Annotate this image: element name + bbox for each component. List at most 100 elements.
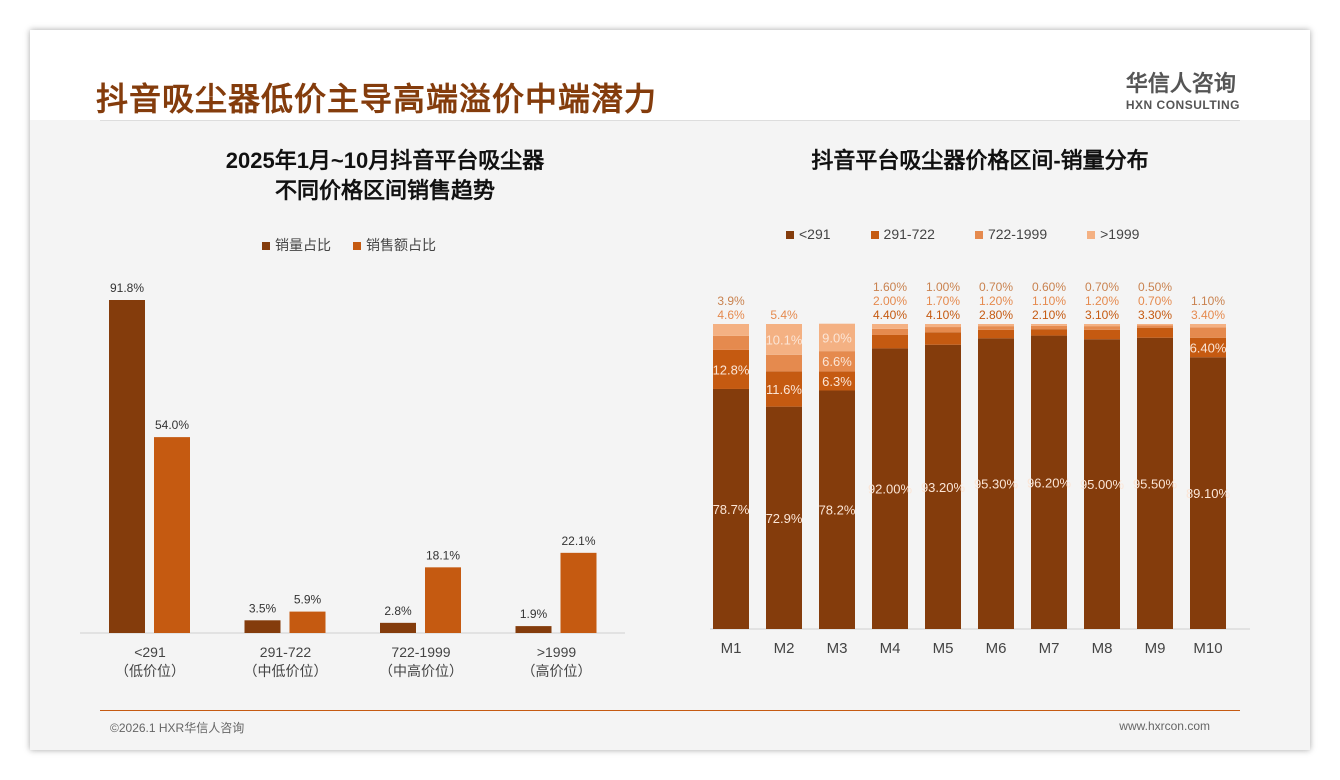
data-label: 0.70%: [1085, 280, 1119, 294]
stacked-bar-segment: [925, 332, 961, 345]
x-tick-sublabel: （低价位）: [115, 663, 185, 679]
legend-label: <291: [799, 226, 831, 242]
bar: [289, 611, 326, 633]
data-label: 96.20%: [1027, 475, 1072, 490]
bar: [154, 437, 190, 633]
data-label: 3.9%: [717, 294, 745, 308]
stacked-bar-segment: [1137, 325, 1173, 328]
x-tick-sublabel: （高价位）: [522, 663, 592, 679]
data-label: 22.1%: [561, 534, 595, 548]
legend-item: >1999: [1087, 226, 1139, 242]
x-tick-label: M3: [827, 640, 848, 657]
stacked-bar-segment: [819, 351, 855, 372]
data-label: 0.50%: [1138, 280, 1172, 294]
legend-label: 722-1999: [987, 226, 1048, 242]
x-tick-label: M1: [721, 640, 742, 657]
stacked-bar-segment: [819, 390, 855, 629]
stacked-bar-segment: [872, 324, 908, 329]
legend-item: 291-722: [870, 226, 935, 242]
stacked-bar-segment: [1031, 324, 1067, 326]
charts-canvas: 91.8% 54.0% <291 （低价位） 3.5% 5.9% 291-722 （中低价位）…: [80, 280, 1250, 679]
data-label: 78.7%: [713, 502, 750, 517]
x-tick-sublabel: （中低价位）: [244, 663, 328, 679]
stacked-bar-segment: [978, 329, 1014, 339]
data-label: 89.10%: [1186, 486, 1231, 501]
data-label: 4.6%: [717, 308, 745, 322]
legend-label: >1999: [1100, 226, 1140, 242]
data-label: 1.20%: [1085, 294, 1119, 308]
data-label: 1.20%: [979, 294, 1013, 308]
slide: 抖音吸尘器低价主导高端溢价中端潜力 华信人咨询 HXN CONSULTING 2…: [30, 30, 1310, 750]
x-tick-label: M10: [1193, 640, 1222, 657]
stacked-bar-segment: [766, 354, 802, 372]
bar: [425, 567, 461, 633]
stacked-bar-segment: [1084, 329, 1120, 340]
legend-swatch: [262, 242, 270, 250]
x-tick-label: M6: [986, 640, 1007, 657]
legend-label: 销售额占比: [366, 237, 436, 253]
bar: [244, 620, 281, 633]
data-label: 10.1%: [766, 332, 803, 347]
data-label: 11.6%: [766, 382, 802, 397]
legend-item: 销量占比: [262, 235, 331, 255]
data-label: 1.10%: [1032, 294, 1066, 308]
data-label: 9.0%: [822, 330, 852, 345]
stacked-bar-segment: [1190, 337, 1226, 358]
x-tick-sublabel: （中高价位）: [379, 663, 463, 679]
legend-label: 291-722: [883, 226, 935, 242]
stacked-bar-segment: [819, 323, 855, 352]
stacked-bar-segment: [1137, 324, 1173, 326]
website: www.hxrcon.com: [1119, 719, 1210, 733]
legend-swatch: [786, 231, 794, 239]
stacked-bar-segment: [1031, 335, 1067, 629]
legend-swatch: [353, 242, 361, 250]
stacked-bar-segment: [766, 371, 802, 407]
stacked-bar-segment: [872, 334, 908, 349]
x-tick-label: M9: [1145, 640, 1166, 657]
stacked-bar-segment: [713, 388, 749, 629]
data-label: 6.6%: [822, 354, 852, 369]
x-tick-label: M4: [880, 640, 901, 657]
header-band: [30, 30, 1310, 120]
data-label: 6.3%: [822, 374, 852, 389]
data-label: 95.00%: [1080, 477, 1125, 492]
stacked-bar-segment: [925, 324, 961, 328]
logo-cn: 华信人咨询: [1125, 71, 1236, 96]
x-tick-label: M8: [1092, 640, 1113, 657]
data-label: 2.80%: [979, 308, 1013, 322]
stacked-bar-segment: [713, 335, 749, 350]
data-label: 3.10%: [1085, 308, 1119, 322]
x-tick-label: 291-722: [260, 644, 312, 660]
left-title-line2: 不同价格区间销售趋势: [274, 178, 495, 203]
stacked-bar-segment: [819, 371, 855, 391]
data-label: 78.2%: [819, 503, 856, 518]
bar: [515, 626, 552, 633]
data-label: 4.40%: [873, 308, 907, 322]
data-label: 1.70%: [926, 294, 960, 308]
stacked-bar-segment: [978, 324, 1014, 327]
data-label: 0.70%: [1138, 294, 1172, 308]
stacked-bar-segment: [872, 328, 908, 335]
x-tick-label: M5: [933, 640, 954, 657]
stacked-bar-segment: [978, 338, 1014, 629]
legend-label: 销量占比: [275, 237, 331, 253]
logo-en: HXN CONSULTING: [1125, 98, 1240, 112]
stacked-bar-segment: [1137, 337, 1173, 629]
data-label: 18.1%: [426, 548, 460, 562]
stacked-bar-segment: [1084, 339, 1120, 629]
stacked-bar-segment: [1190, 357, 1226, 629]
data-label: 4.10%: [926, 308, 960, 322]
data-label: 1.00%: [926, 280, 960, 294]
stacked-bar-segment: [1084, 326, 1120, 330]
x-tick-label: M7: [1039, 640, 1060, 657]
left-chart-title: 2025年1月~10月抖音平台吸尘器 不同价格区间销售趋势: [100, 146, 670, 206]
divider: [100, 120, 1240, 121]
stacked-bar-segment: [925, 344, 961, 629]
x-tick-label: <291: [134, 644, 166, 660]
data-label: 0.60%: [1032, 280, 1066, 294]
left-title-line1: 2025年1月~10月抖音平台吸尘器: [225, 148, 545, 173]
legend-swatch: [974, 231, 983, 239]
data-label: 1.60%: [873, 280, 907, 294]
data-label: 91.8%: [110, 281, 144, 295]
legend-swatch: [1087, 231, 1096, 239]
